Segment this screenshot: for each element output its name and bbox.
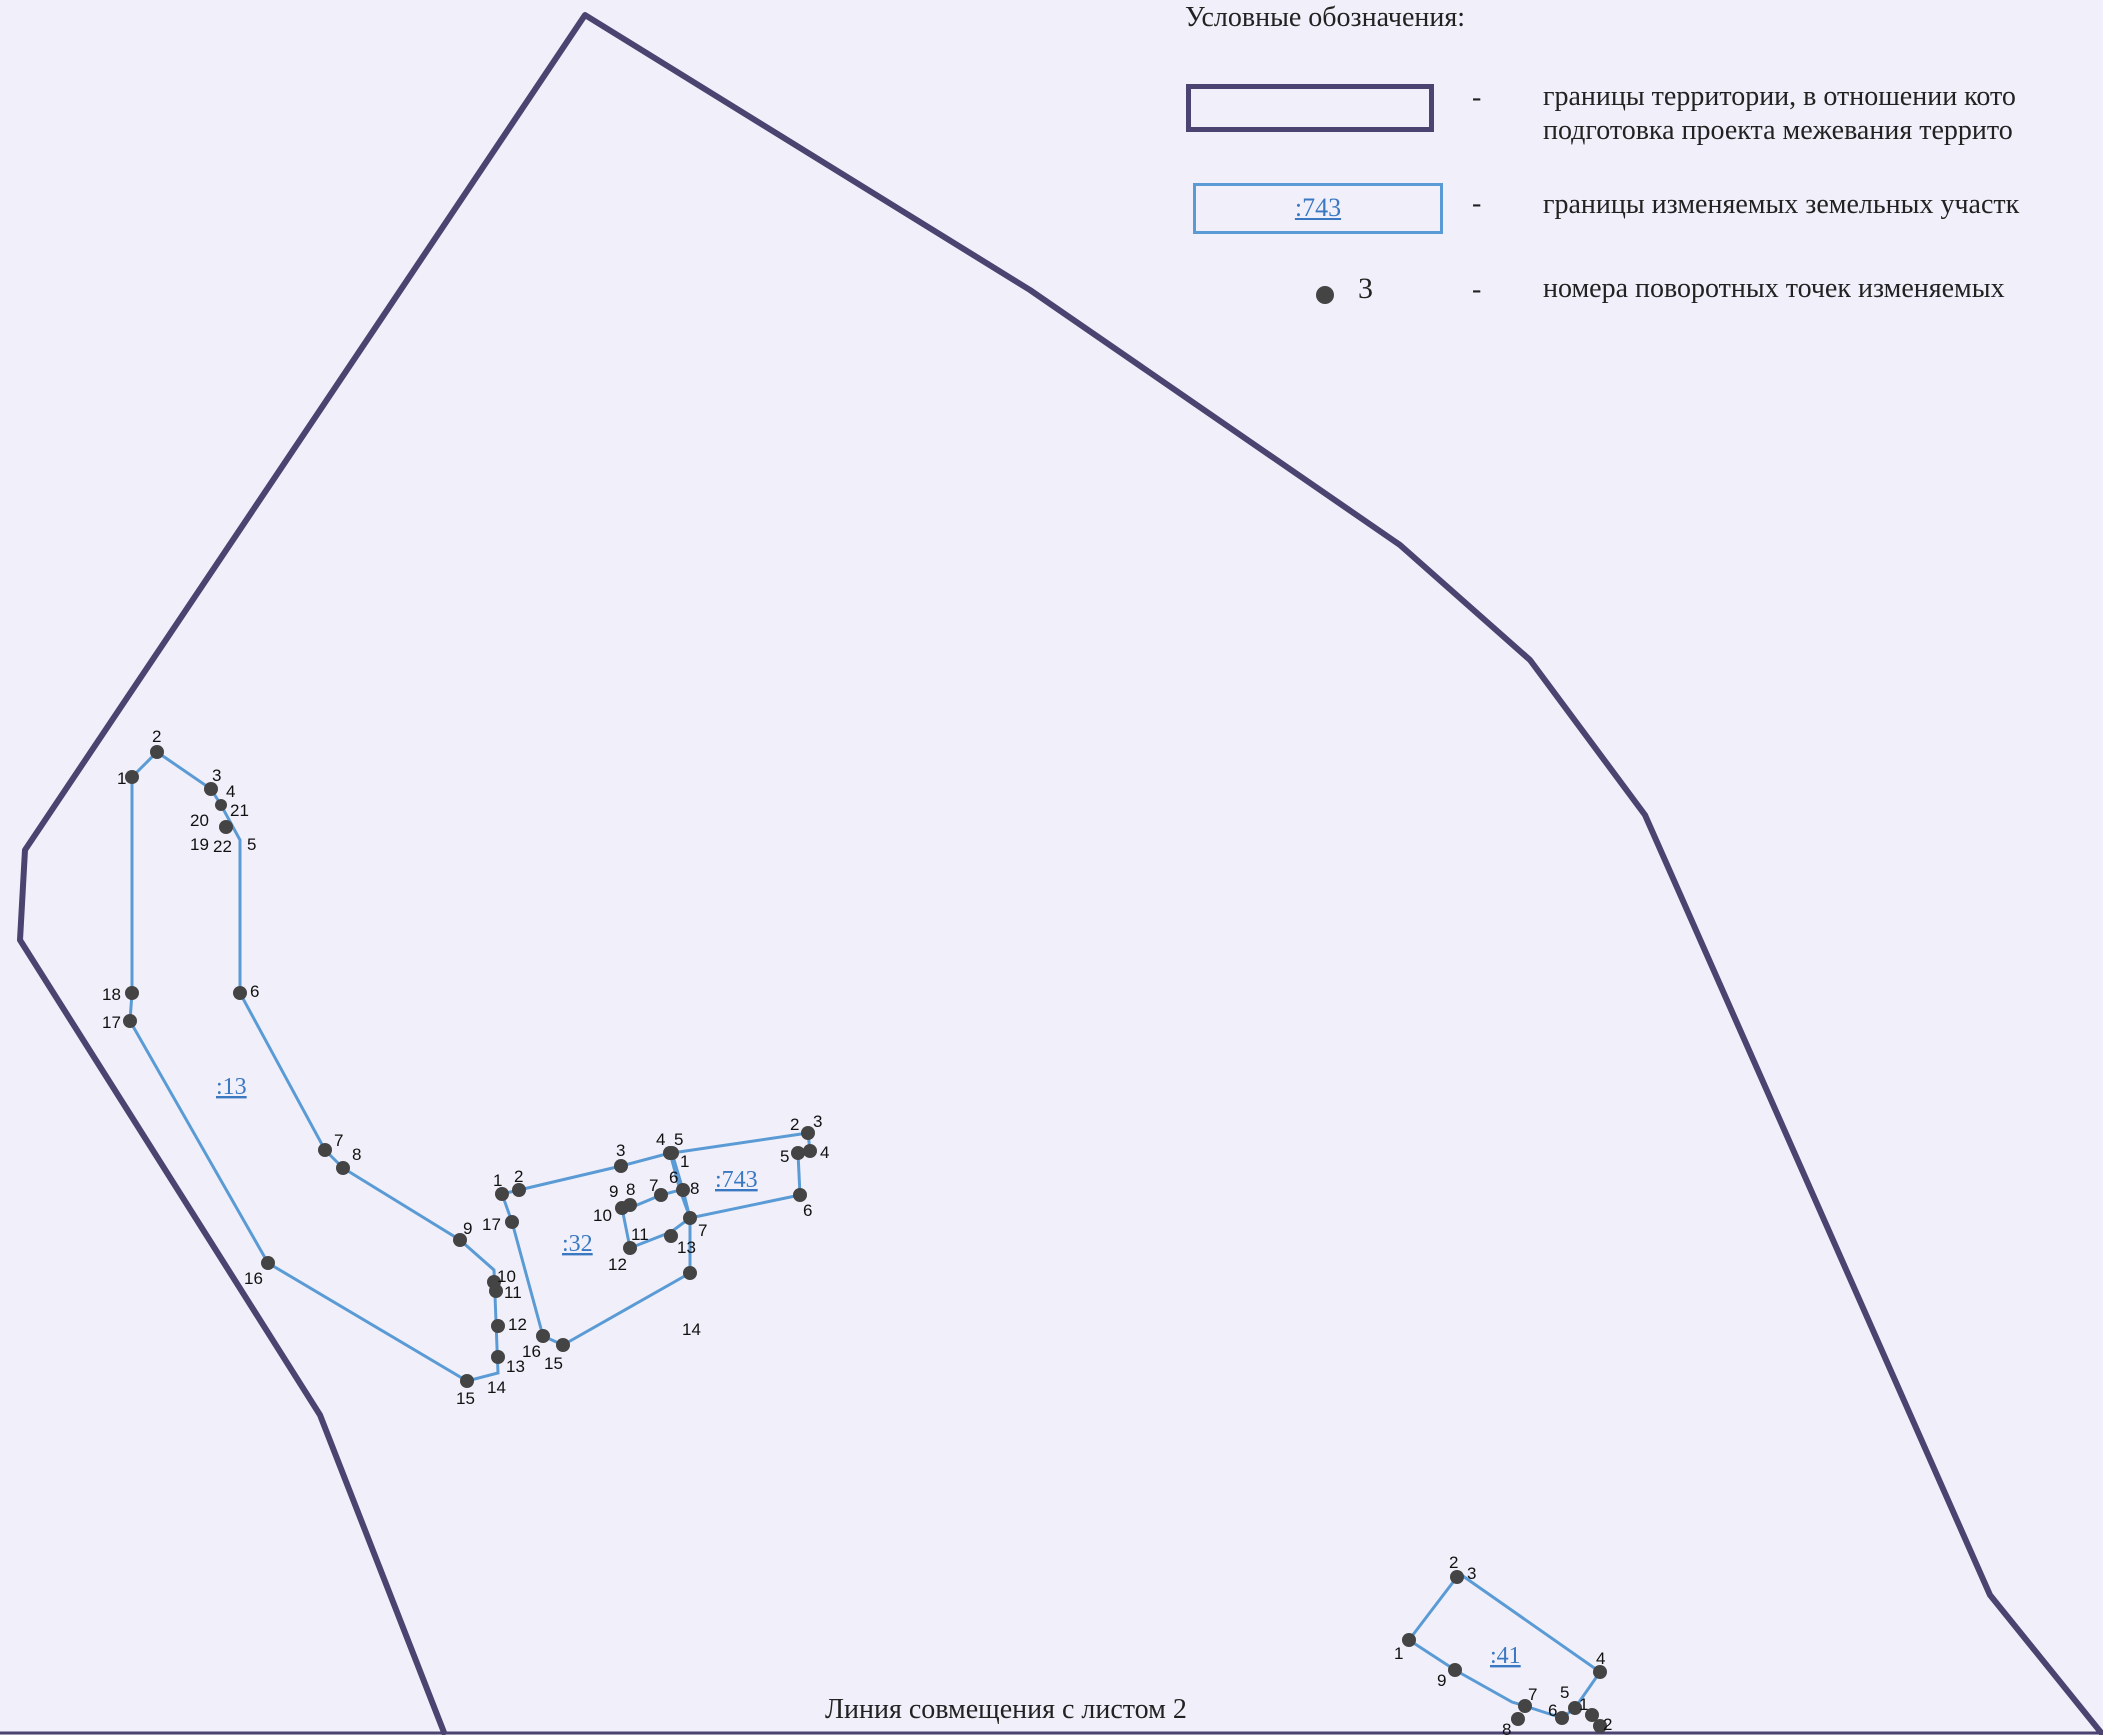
svg-text:7: 7 — [649, 1176, 658, 1195]
svg-text:3: 3 — [813, 1112, 822, 1131]
svg-text:22: 22 — [213, 837, 232, 856]
legend-dash-2: - — [1472, 188, 1482, 219]
svg-text:6: 6 — [803, 1201, 812, 1220]
svg-text:20: 20 — [190, 811, 209, 830]
svg-text:4: 4 — [820, 1143, 829, 1162]
svg-text:1: 1 — [1579, 1695, 1588, 1714]
svg-text:8: 8 — [1502, 1720, 1511, 1735]
svg-text:3: 3 — [616, 1141, 625, 1160]
legend-dash-1: - — [1472, 82, 1482, 113]
legend-title: Условные обозначения: — [1185, 2, 1466, 33]
legend-territory-sample — [1186, 84, 1434, 132]
svg-text:5: 5 — [247, 835, 256, 854]
parcel-label-743: :743 — [715, 1167, 758, 1193]
svg-text:1: 1 — [117, 769, 126, 788]
svg-text:4: 4 — [656, 1130, 665, 1149]
legend-point-text: номера поворотных точек изменяемых — [1543, 273, 2005, 304]
svg-text:14: 14 — [487, 1378, 506, 1397]
parcel-13-boundary — [128, 750, 500, 1383]
svg-text:3: 3 — [1467, 1564, 1476, 1583]
svg-text:14: 14 — [682, 1320, 701, 1339]
svg-text:10: 10 — [593, 1206, 612, 1225]
svg-text:11: 11 — [504, 1283, 522, 1302]
svg-text:6: 6 — [669, 1168, 678, 1187]
svg-text:11: 11 — [631, 1225, 649, 1244]
svg-text:5: 5 — [1560, 1683, 1569, 1702]
svg-text:1: 1 — [680, 1152, 689, 1171]
legend-territory-text-line1: границы территории, в отношении кото — [1543, 81, 2016, 112]
legend-parcel-sample: :743 — [1193, 183, 1443, 234]
svg-text:13: 13 — [506, 1357, 525, 1376]
parcel-label-41: :41 — [1490, 1643, 1521, 1669]
svg-text:2: 2 — [1603, 1715, 1612, 1734]
svg-text:7: 7 — [698, 1221, 707, 1240]
svg-text:15: 15 — [544, 1354, 563, 1373]
svg-text:21: 21 — [230, 801, 249, 820]
svg-text:10: 10 — [497, 1267, 516, 1286]
svg-text:1: 1 — [1394, 1644, 1403, 1663]
svg-text:2: 2 — [514, 1167, 523, 1186]
svg-text:9: 9 — [1437, 1671, 1446, 1690]
svg-text:3: 3 — [212, 766, 221, 785]
svg-text:17: 17 — [102, 1013, 121, 1032]
svg-text:19: 19 — [190, 835, 209, 854]
territory-boundary — [17, 12, 2103, 1735]
svg-text:4: 4 — [226, 782, 235, 801]
svg-text:2: 2 — [790, 1115, 799, 1134]
parcel-label-32: :32 — [562, 1231, 593, 1257]
svg-text:7: 7 — [1528, 1685, 1537, 1704]
svg-text:18: 18 — [102, 985, 121, 1004]
svg-text:2: 2 — [1449, 1553, 1458, 1572]
svg-text:6: 6 — [250, 982, 259, 1001]
svg-text:17: 17 — [482, 1215, 501, 1234]
svg-text:7: 7 — [334, 1131, 343, 1150]
svg-text:8: 8 — [690, 1179, 699, 1198]
parcel-32-boundary — [500, 1151, 692, 1347]
legend-dash-3: - — [1472, 274, 1482, 305]
legend-parcel-text: границы изменяемых земельных участк — [1543, 189, 2020, 220]
legend-territory-text-line2: подготовка проекта межевания террито — [1543, 115, 2013, 146]
turning-points: 1 2 3 4 21 20 19 22 5 6 7 8 9 10 11 12 1… — [102, 727, 1612, 1735]
svg-text:12: 12 — [608, 1255, 627, 1274]
svg-text:9: 9 — [609, 1182, 618, 1201]
svg-text:16: 16 — [522, 1342, 541, 1361]
legend-point-icon — [1316, 286, 1334, 304]
svg-text:4: 4 — [1596, 1649, 1605, 1668]
svg-text:9: 9 — [463, 1219, 472, 1238]
parcel-label-13: :13 — [216, 1074, 247, 1100]
svg-text:5: 5 — [674, 1130, 683, 1149]
legend-point-sample-number: 3 — [1358, 272, 1373, 305]
svg-text:1: 1 — [493, 1171, 502, 1190]
svg-text:15: 15 — [456, 1389, 475, 1408]
svg-text:12: 12 — [508, 1315, 527, 1334]
svg-text:13: 13 — [677, 1238, 696, 1257]
svg-text:8: 8 — [352, 1145, 361, 1164]
svg-text:16: 16 — [244, 1269, 263, 1288]
svg-text:5: 5 — [780, 1147, 789, 1166]
sheet-alignment-label: Линия совмещения с листом 2 — [825, 1694, 1187, 1725]
svg-text:6: 6 — [1548, 1701, 1557, 1720]
svg-text:8: 8 — [626, 1180, 635, 1199]
svg-text:2: 2 — [152, 727, 161, 746]
